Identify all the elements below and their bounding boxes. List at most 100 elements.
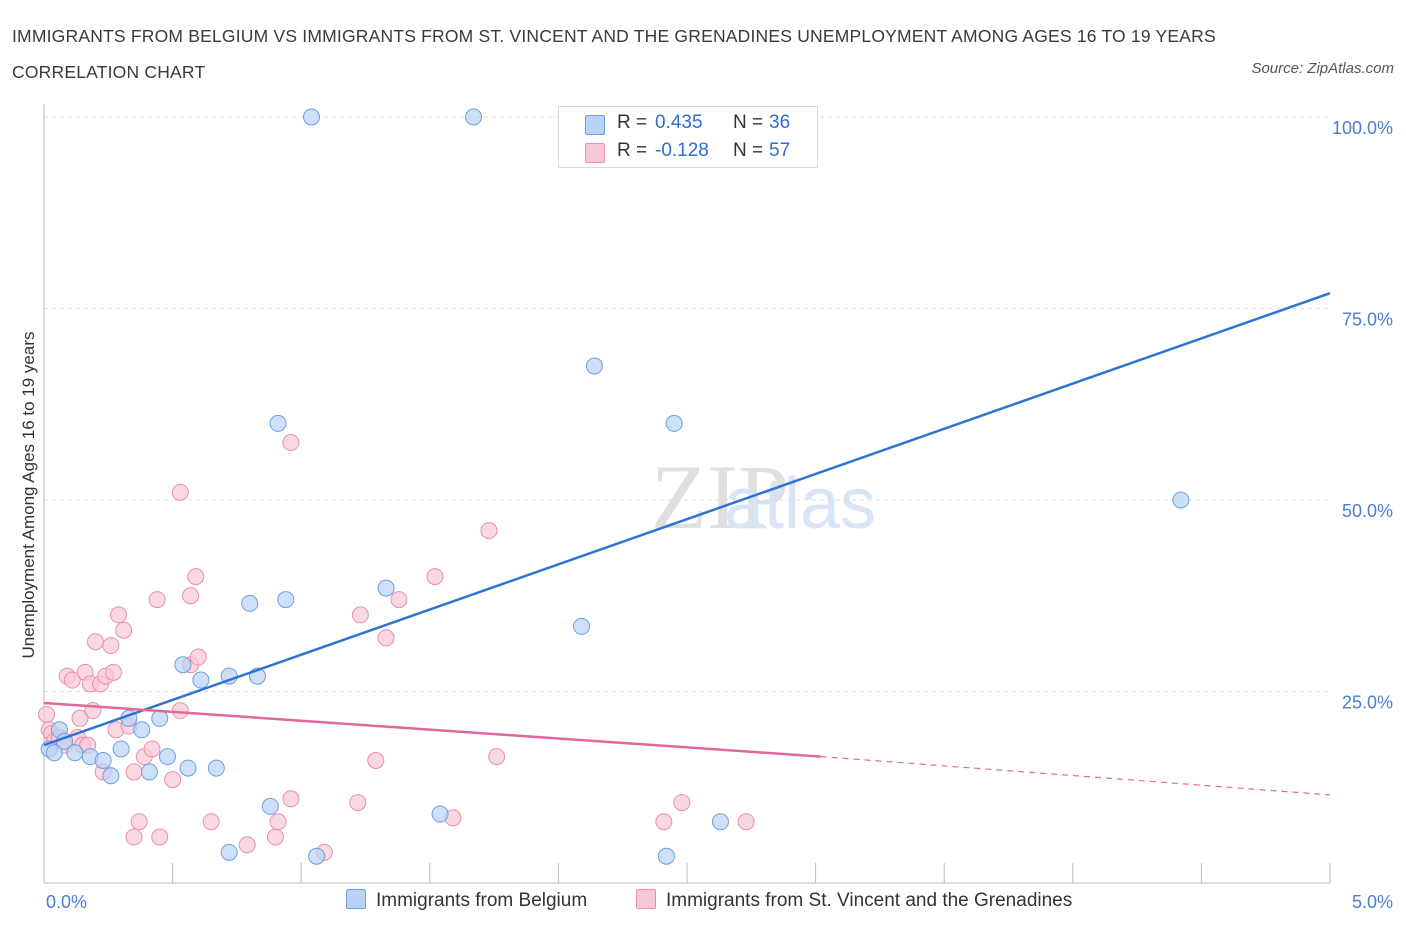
data-point-stvincent <box>673 794 691 812</box>
data-point-belgium <box>140 763 158 781</box>
trend-line-stvincent <box>43 701 821 758</box>
data-point-belgium <box>241 594 259 612</box>
data-point-belgium <box>158 748 176 766</box>
data-point-belgium <box>302 108 320 126</box>
data-point-belgium <box>657 847 675 865</box>
data-point-stvincent <box>189 648 207 666</box>
data-point-stvincent <box>171 483 189 501</box>
data-point-belgium <box>220 843 238 861</box>
legend-n-value: 36 <box>769 112 791 133</box>
data-point-stvincent <box>104 663 122 681</box>
data-point-stvincent <box>115 621 133 639</box>
data-point-belgium <box>94 751 112 769</box>
data-point-stvincent <box>171 702 189 720</box>
gridlines <box>44 116 1330 692</box>
legend-n-label: N = <box>733 112 764 133</box>
data-point-belgium <box>665 414 683 432</box>
trend-lines <box>43 292 1331 796</box>
data-point-belgium <box>377 579 395 597</box>
data-point-stvincent <box>125 828 143 846</box>
legend-r-value: 0.435 <box>655 112 703 133</box>
trend-line-stvincent-extension <box>820 756 1331 796</box>
legend-item-belgium: Immigrants from Belgium <box>346 889 587 912</box>
legend-r-label: R = <box>617 112 648 133</box>
data-point-belgium <box>66 744 84 762</box>
data-point-stvincent <box>130 813 148 831</box>
data-point-belgium <box>465 108 483 126</box>
data-point-belgium <box>112 740 130 758</box>
data-point-stvincent <box>148 591 166 609</box>
data-point-belgium <box>1172 491 1190 509</box>
legend-r-label: R = <box>617 140 648 161</box>
data-point-stvincent <box>202 813 220 831</box>
data-point-stvincent <box>102 637 120 655</box>
data-point-stvincent <box>480 522 498 540</box>
data-point-stvincent <box>426 568 444 586</box>
data-point-stvincent <box>367 751 385 769</box>
legend-swatch-blue <box>585 115 605 135</box>
data-point-belgium <box>45 744 63 762</box>
data-point-stvincent <box>351 606 369 624</box>
data-point-belgium <box>207 759 225 777</box>
data-point-stvincent <box>655 813 673 831</box>
data-point-stvincent <box>187 568 205 586</box>
data-point-stvincent <box>488 748 506 766</box>
legend-n-value: 57 <box>769 140 791 161</box>
data-point-belgium <box>277 591 295 609</box>
legend-swatch-blue <box>346 889 366 909</box>
tick-labels: 25.0% 50.0% 75.0% 100.0% 0.0% 5.0% <box>46 118 1393 912</box>
y-tick-label: 50.0% <box>1342 501 1393 521</box>
data-point-belgium <box>174 656 192 674</box>
data-point-stvincent <box>269 813 287 831</box>
data-point-stvincent <box>86 633 104 651</box>
series-blue-points <box>40 108 1190 865</box>
data-point-stvincent <box>151 828 169 846</box>
data-point-stvincent <box>390 591 408 609</box>
legend-r-value: -0.128 <box>655 140 709 161</box>
data-point-belgium <box>102 767 120 785</box>
data-point-belgium <box>585 357 603 375</box>
data-point-stvincent <box>282 434 300 452</box>
trend-line-belgium <box>43 292 1331 747</box>
data-point-belgium <box>133 721 151 739</box>
data-point-stvincent <box>238 836 256 854</box>
source-note: Source: ZipAtlas.com <box>1251 60 1394 77</box>
y-tick-label: 25.0% <box>1342 693 1393 713</box>
data-point-stvincent <box>182 587 200 605</box>
data-point-belgium <box>192 671 210 689</box>
data-point-stvincent <box>38 705 56 723</box>
stats-legend: R = 0.435 N = 36 R = -0.128 N = 57 <box>558 106 818 168</box>
x-tick-label: 0.0% <box>46 892 87 912</box>
data-point-stvincent <box>164 771 182 789</box>
legend-label-belgium: Immigrants from Belgium <box>376 890 588 911</box>
data-point-stvincent <box>110 606 128 624</box>
data-point-belgium <box>711 813 729 831</box>
y-tick-label: 100.0% <box>1332 118 1393 138</box>
data-point-belgium <box>269 414 287 432</box>
data-point-belgium <box>573 617 591 635</box>
data-point-belgium <box>308 847 326 865</box>
data-point-belgium <box>151 709 169 727</box>
data-point-stvincent <box>71 709 89 727</box>
legend-swatch-pink <box>585 143 605 163</box>
data-point-stvincent <box>143 740 161 758</box>
y-axis-title: Unemployment Among Ages 16 to 19 years <box>19 332 38 659</box>
data-point-belgium <box>261 797 279 815</box>
data-point-stvincent <box>125 763 143 781</box>
legend-item-stvincent: Immigrants from St. Vincent and the Gren… <box>636 889 1072 912</box>
data-point-stvincent <box>63 671 81 689</box>
legend-label-stvincent: Immigrants from St. Vincent and the Gren… <box>666 890 1073 911</box>
y-tick-label: 75.0% <box>1342 310 1393 330</box>
watermark-zip: ZIP <box>651 446 789 548</box>
data-point-stvincent <box>377 629 395 647</box>
data-point-stvincent <box>737 813 755 831</box>
watermark-atlas: atlas <box>724 464 876 544</box>
data-point-belgium <box>431 805 449 823</box>
x-tick-label: 5.0% <box>1352 892 1393 912</box>
data-point-stvincent <box>282 790 300 808</box>
data-point-stvincent <box>349 794 367 812</box>
data-point-stvincent <box>266 828 284 846</box>
chart-title: IMMIGRANTS FROM BELGIUM VS IMMIGRANTS FR… <box>12 26 1216 82</box>
legend-n-label: N = <box>733 140 764 161</box>
